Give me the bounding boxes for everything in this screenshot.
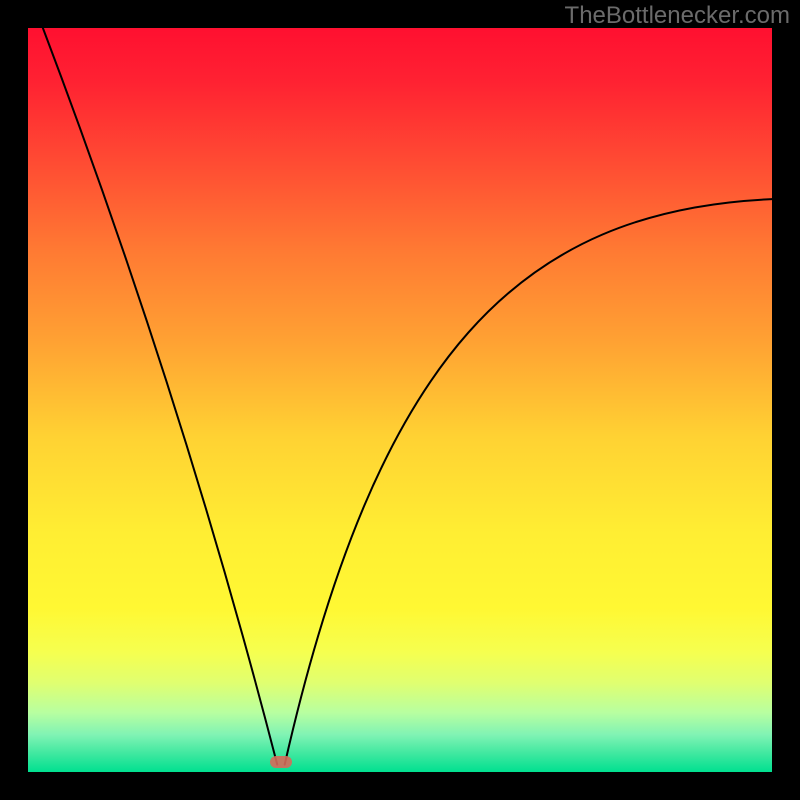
curve-segment [43, 28, 277, 765]
trough-marker [270, 756, 292, 768]
curve-segment [285, 199, 772, 764]
watermark-label: TheBottlenecker.com [565, 2, 790, 30]
plot-area [28, 28, 772, 772]
figure-canvas: TheBottlenecker.com [0, 0, 800, 800]
bottleneck-curve [28, 28, 772, 772]
